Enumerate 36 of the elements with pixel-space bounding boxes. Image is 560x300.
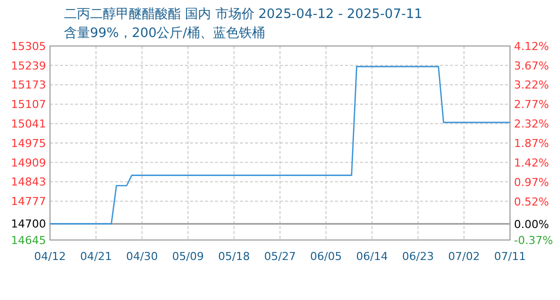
y2-tick-label: 0.97% [514,176,549,189]
y-tick-label: 15173 [11,78,46,92]
x-tick-label: 07/02 [448,250,480,263]
y-tick-label: 15107 [11,98,46,112]
x-tick-label: 05/09 [172,250,204,263]
y-tick-label: 14777 [11,195,46,208]
y-tick-label: 15305 [11,40,46,53]
y-tick-label: 14975 [11,136,46,150]
y-tick-label: 14909 [11,156,46,170]
y-tick-label: 14843 [11,176,46,189]
line-series [49,66,511,224]
x-tick-label: 04/30 [126,250,158,263]
y2-tick-label: 3.22% [514,78,549,92]
y-tick-label: 14700 [11,218,46,231]
y2-tick-label: 0.52% [514,195,549,208]
y2-tick-label: -0.37% [514,234,553,247]
y2-tick-label: 2.77% [514,98,549,112]
x-tick-label: 04/21 [80,250,112,263]
y2-tick-label: 1.42% [514,156,549,170]
y-tick-label: 15239 [11,59,46,72]
y-tick-label: 14645 [11,234,46,247]
y2-tick-label: 2.32% [514,118,549,131]
x-tick-label: 05/27 [264,250,296,263]
chart-subtitle: 含量99%，200公斤/桶、蓝色铁桶 [64,26,266,41]
y2-tick-label: 0.00% [514,218,549,231]
x-tick-label: 07/11 [494,250,526,263]
y-tick-label: 15041 [11,117,46,130]
x-tick-label: 06/05 [310,250,342,263]
x-tick-label: 05/18 [218,250,250,263]
x-tick-label: 06/14 [356,250,388,263]
y2-tick-label: 3.67% [514,59,549,72]
y2-tick-label: 4.12% [514,40,549,53]
y2-tick-label: 1.87% [514,137,549,150]
chart-title: 二丙二醇甲醚醋酸酯 国内 市场价 2025-04-12 - 2025-07-11 [64,7,422,22]
x-tick-label: 04/12 [34,250,66,263]
x-tick-label: 06/23 [402,250,434,263]
